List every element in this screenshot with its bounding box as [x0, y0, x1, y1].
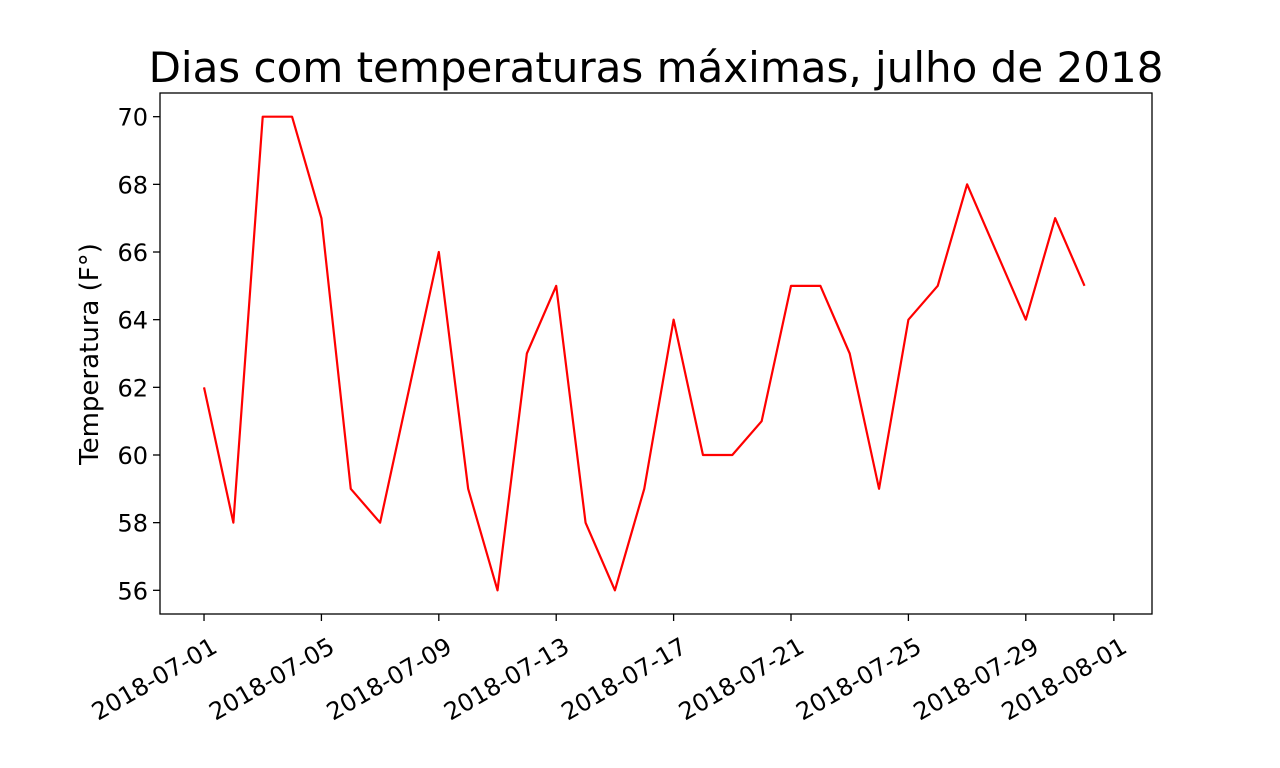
- y-axis-label: Temperatura (F°): [75, 243, 105, 466]
- chart-title: Dias com temperaturas máximas, julho de …: [149, 43, 1164, 92]
- y-tick-label: 62: [117, 374, 148, 402]
- x-axis: 2018-07-012018-07-052018-07-092018-07-13…: [87, 614, 1132, 726]
- y-tick-label: 64: [117, 307, 148, 335]
- x-tick-label: 2018-07-17: [557, 632, 692, 726]
- x-tick-label: 2018-07-21: [674, 632, 809, 726]
- y-tick-label: 70: [117, 104, 148, 132]
- y-tick-label: 56: [117, 577, 148, 605]
- x-tick-label: 2018-07-13: [439, 632, 574, 726]
- series-line: [202, 115, 1086, 592]
- y-tick-label: 58: [117, 510, 148, 538]
- plot-area: [202, 115, 1086, 592]
- y-tick-label: 60: [117, 442, 148, 470]
- y-tick-label: 66: [117, 239, 148, 267]
- x-tick-label: 2018-07-25: [791, 632, 926, 726]
- x-tick-label: 2018-07-09: [322, 632, 457, 726]
- y-tick-label: 68: [117, 171, 148, 199]
- x-tick-label: 2018-07-01: [87, 632, 222, 726]
- y-axis: 56 58 60 62 64 66 68 70: [117, 104, 160, 605]
- plot-frame: [159, 92, 1153, 615]
- x-tick-label: 2018-07-05: [204, 632, 339, 726]
